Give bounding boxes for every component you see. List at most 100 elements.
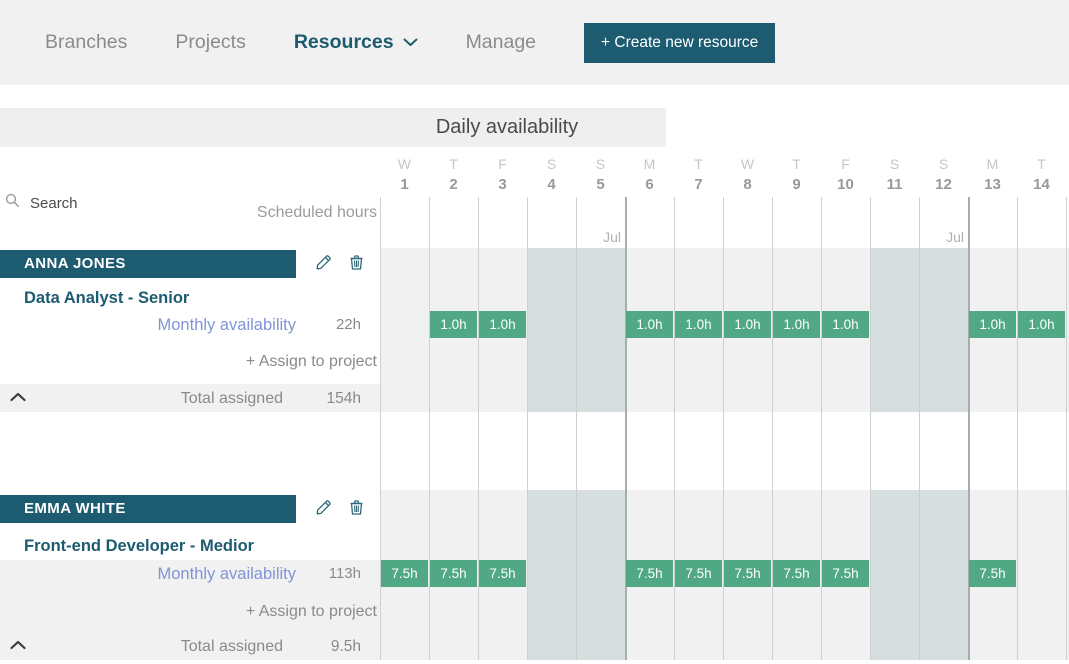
search-input[interactable] bbox=[28, 190, 262, 216]
availability-cell[interactable]: 1.0h bbox=[626, 311, 673, 338]
create-new-resource-button[interactable]: + Create new resource bbox=[584, 22, 776, 63]
column-gridline bbox=[429, 248, 430, 412]
column-gridline bbox=[674, 248, 675, 412]
availability-cell[interactable]: 1.0h bbox=[773, 311, 820, 338]
column-gridline bbox=[429, 490, 430, 660]
day-column-header: S 12 bbox=[919, 156, 968, 193]
column-gridline bbox=[1017, 197, 1018, 248]
resource-name-bar[interactable]: ANNA JONES bbox=[0, 250, 296, 278]
day-of-week-letter: T bbox=[792, 156, 801, 172]
column-gridline bbox=[674, 490, 675, 660]
monthly-availability-link[interactable]: Monthly availability bbox=[157, 565, 296, 583]
day-number: 10 bbox=[837, 176, 854, 193]
resource-name: ANNA JONES bbox=[24, 255, 126, 272]
day-number: 8 bbox=[743, 176, 752, 193]
resource-name-bar[interactable]: EMMA WHITE bbox=[0, 495, 296, 523]
collapse-chevron-icon[interactable] bbox=[8, 639, 28, 654]
day-number: 5 bbox=[596, 176, 605, 193]
day-number: 3 bbox=[498, 176, 507, 193]
pencil-icon bbox=[316, 500, 331, 515]
column-gridline bbox=[870, 197, 871, 248]
monthly-hours-value: 113h bbox=[328, 565, 361, 582]
day-of-week-letter: S bbox=[889, 156, 900, 172]
day-column-header: F 10 bbox=[821, 156, 870, 193]
day-of-week-letter: S bbox=[595, 156, 606, 172]
weekend-column-shade bbox=[870, 490, 919, 660]
availability-cell[interactable]: 1.0h bbox=[479, 311, 526, 338]
column-gridline bbox=[380, 197, 381, 248]
availability-cell[interactable]: 1.0h bbox=[822, 311, 869, 338]
availability-cell[interactable]: 1.0h bbox=[675, 311, 722, 338]
week-boundary-line bbox=[968, 412, 970, 490]
day-of-week-letter: M bbox=[986, 156, 999, 172]
nav-item-manage[interactable]: Manage bbox=[465, 31, 537, 53]
availability-cell[interactable]: 7.5h bbox=[479, 560, 526, 587]
availability-cell[interactable]: 7.5h bbox=[773, 560, 820, 587]
column-gridline bbox=[576, 197, 577, 248]
assign-to-project-link[interactable]: + Assign to project bbox=[245, 353, 377, 370]
edit-resource-button[interactable] bbox=[312, 253, 334, 275]
day-of-week-letter: F bbox=[498, 156, 507, 172]
month-label: Jul bbox=[946, 229, 964, 245]
column-gridline bbox=[478, 248, 479, 412]
column-gridline bbox=[674, 412, 675, 490]
column-gridline bbox=[772, 248, 773, 412]
pencil-icon bbox=[316, 255, 331, 270]
collapse-chevron-icon[interactable] bbox=[8, 391, 28, 406]
calendar-gap-gridlines bbox=[380, 412, 1069, 490]
availability-cell[interactable]: 7.5h bbox=[969, 560, 1016, 587]
weekend-column-shade bbox=[919, 248, 968, 412]
availability-cell[interactable]: 1.0h bbox=[969, 311, 1016, 338]
nav-item-projects[interactable]: Projects bbox=[175, 31, 246, 53]
nav-item-branches[interactable]: Branches bbox=[45, 31, 128, 53]
resource-role: Data Analyst - Senior bbox=[24, 289, 190, 307]
column-gridline bbox=[870, 490, 871, 660]
availability-cell[interactable]: 7.5h bbox=[626, 560, 673, 587]
delete-resource-button[interactable] bbox=[345, 498, 367, 520]
column-gridline bbox=[1066, 197, 1067, 248]
day-number: 11 bbox=[886, 176, 903, 193]
day-of-week-letter: F bbox=[841, 156, 850, 172]
availability-cell[interactable]: 1.0h bbox=[724, 311, 771, 338]
day-number: 7 bbox=[694, 176, 703, 193]
nav-item-resources[interactable]: Resources bbox=[294, 31, 418, 54]
column-gridline bbox=[527, 248, 528, 412]
weekend-column-shade bbox=[576, 248, 625, 412]
calendar-header-gridlines bbox=[380, 197, 1069, 248]
delete-resource-button[interactable] bbox=[345, 253, 367, 275]
column-gridline bbox=[1017, 490, 1018, 660]
availability-cell[interactable]: 7.5h bbox=[724, 560, 771, 587]
column-gridline bbox=[380, 412, 381, 490]
availability-cell[interactable]: 7.5h bbox=[430, 560, 477, 587]
availability-cell[interactable]: 7.5h bbox=[675, 560, 722, 587]
column-gridline bbox=[674, 197, 675, 248]
column-gridline bbox=[1066, 412, 1067, 490]
availability-cell[interactable]: 1.0h bbox=[1018, 311, 1065, 338]
day-of-week-letter: S bbox=[546, 156, 557, 172]
nav-item-resources-label: Resources bbox=[293, 31, 394, 53]
search-icon bbox=[5, 193, 20, 208]
column-gridline bbox=[478, 197, 479, 248]
availability-cell[interactable]: 7.5h bbox=[822, 560, 869, 587]
column-gridline bbox=[821, 490, 822, 660]
column-gridline bbox=[1066, 490, 1067, 660]
assign-to-project-link[interactable]: + Assign to project bbox=[245, 603, 377, 620]
availability-cell[interactable]: 7.5h bbox=[381, 560, 428, 587]
column-gridline bbox=[380, 248, 381, 412]
column-gridline bbox=[919, 197, 920, 248]
total-assigned-value: 154h bbox=[326, 390, 361, 407]
total-row-band bbox=[0, 560, 380, 660]
column-gridline bbox=[870, 248, 871, 412]
monthly-availability-link[interactable]: Monthly availability bbox=[157, 316, 296, 334]
column-gridline bbox=[576, 490, 577, 660]
availability-cell[interactable]: 1.0h bbox=[430, 311, 477, 338]
column-gridline bbox=[919, 490, 920, 660]
edit-resource-button[interactable] bbox=[312, 498, 334, 520]
